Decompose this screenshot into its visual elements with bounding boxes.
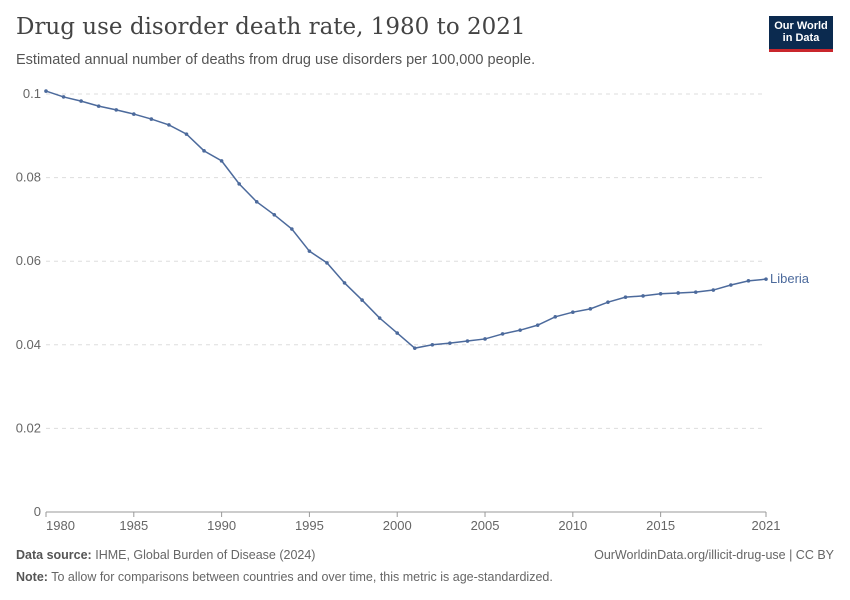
y-tick-label: 0.1 (23, 86, 41, 101)
data-point (96, 104, 101, 108)
data-point (658, 292, 663, 296)
x-tick-label: 2021 (752, 518, 781, 533)
data-point (61, 95, 66, 99)
y-tick-label: 0.02 (16, 420, 41, 435)
data-point (430, 343, 435, 347)
chart-subtitle: Estimated annual number of deaths from d… (16, 52, 536, 68)
source-label: Data source: (16, 548, 92, 562)
data-point (290, 227, 294, 231)
data-point (764, 277, 768, 281)
x-tick-label: 1990 (207, 518, 236, 533)
data-point (237, 182, 241, 186)
data-point (114, 108, 119, 112)
data-point (342, 281, 347, 285)
data-point (711, 288, 716, 292)
data-point (219, 159, 224, 163)
y-tick-label: 0 (34, 504, 41, 519)
data-point (693, 290, 698, 294)
x-tick-label: 1980 (46, 518, 75, 533)
data-point (588, 307, 593, 311)
data-point (79, 99, 83, 103)
note-text: To allow for comparisons between countri… (51, 570, 553, 584)
note-label: Note: (16, 570, 48, 584)
data-point (149, 117, 154, 121)
data-point (500, 332, 505, 336)
data-point (395, 331, 400, 335)
data-point (307, 249, 312, 253)
logo-text: Our World in Data (774, 20, 828, 44)
data-point (746, 279, 751, 283)
x-tick-label: 1985 (119, 518, 148, 533)
data-source: Data source: IHME, Global Burden of Dise… (16, 548, 315, 562)
x-tick-label: 2005 (471, 518, 500, 533)
data-point (518, 328, 522, 332)
source-text: IHME, Global Burden of Disease (2024) (95, 548, 316, 562)
data-point (272, 213, 277, 217)
data-point (325, 261, 329, 265)
data-point (132, 112, 136, 116)
data-point (606, 300, 610, 304)
series-label: Liberia (770, 271, 810, 286)
series-line-liberia (45, 90, 767, 349)
data-point (483, 337, 487, 341)
data-point (167, 123, 171, 127)
data-point (360, 298, 364, 302)
data-point (553, 314, 558, 319)
data-point (729, 283, 733, 287)
data-point (641, 294, 645, 298)
data-point (184, 132, 189, 136)
data-point (676, 291, 680, 295)
source-url[interactable]: OurWorldinData.org/illicit-drug-use | CC… (594, 548, 834, 562)
y-tick-label: 0.04 (16, 337, 41, 352)
data-point (448, 341, 452, 345)
data-point (571, 310, 575, 314)
x-tick-label: 1995 (295, 518, 324, 533)
data-point (44, 89, 48, 93)
data-point (412, 346, 417, 350)
x-tick-label: 2010 (558, 518, 587, 533)
x-tick-label: 2015 (646, 518, 675, 533)
data-point (254, 200, 259, 204)
y-tick-label: 0.08 (16, 170, 41, 185)
note: Note: To allow for comparisons between c… (16, 570, 553, 584)
data-point (377, 316, 382, 320)
data-point (623, 295, 628, 299)
data-point (465, 339, 470, 343)
data-point (202, 149, 206, 153)
chart-title: Drug use disorder death rate, 1980 to 20… (16, 14, 526, 40)
owid-logo[interactable]: Our World in Data (769, 16, 833, 52)
x-tick-label: 2000 (383, 518, 412, 533)
y-tick-label: 0.06 (16, 253, 41, 268)
data-point (535, 323, 540, 327)
